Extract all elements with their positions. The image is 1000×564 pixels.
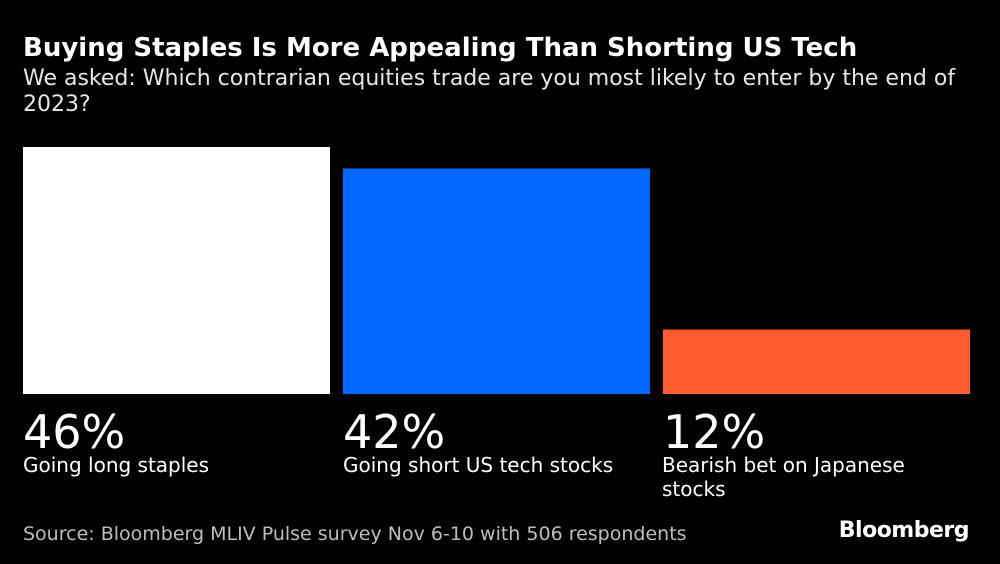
category-label: Going long staples [23,453,210,477]
category-label: Going short US tech stocks [343,453,614,477]
chart-title: Buying Staples Is More Appealing Than Sh… [23,33,858,63]
value-label-3: 12% [663,405,765,459]
bar-3 [663,329,970,394]
value-label-2: 42% [343,405,445,459]
bar-2 [343,168,650,394]
category-label: Bearish bet on Japanese stocks [662,453,905,501]
bar-1 [23,147,330,394]
bloomberg-logo: Bloomberg [838,518,970,543]
value-label-1: 46% [23,405,125,459]
chart-subtitle: We asked: Which contrarian equities trad… [23,66,956,117]
source-note: Source: Bloomberg MLIV Pulse survey Nov … [23,523,687,545]
